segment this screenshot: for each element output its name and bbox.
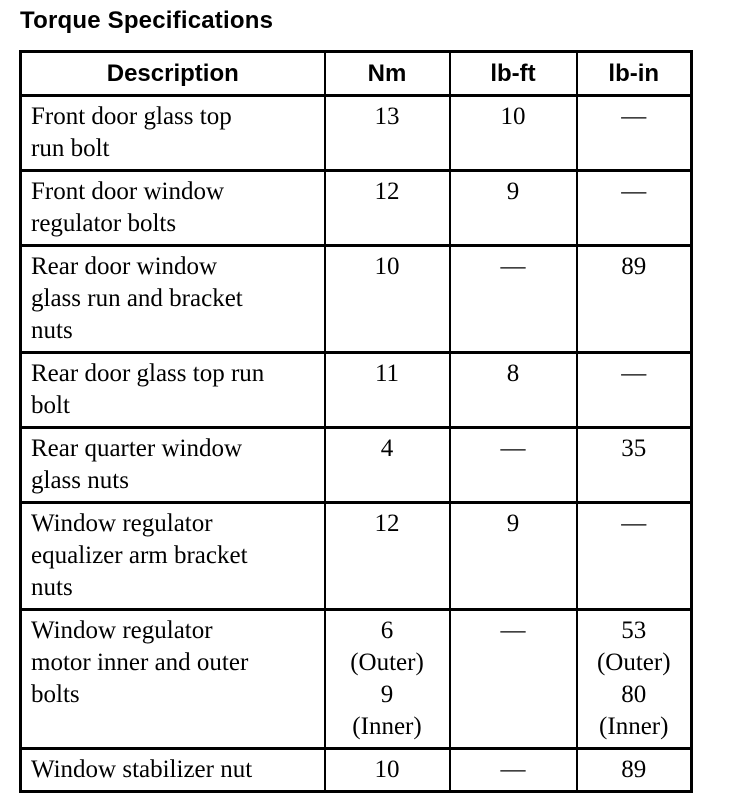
cell-lb-ft: — <box>448 426 578 504</box>
cell-lb-ft: — <box>448 244 578 354</box>
cell-description: Rear door window glass run and bracket n… <box>19 244 326 354</box>
cell-description: Front door window regulator bolts <box>19 169 326 247</box>
header-lb-in: lb-in <box>575 50 693 97</box>
cell-lb-in: — <box>575 94 693 172</box>
table-header-row: Description Nm lb-ft lb-in <box>19 50 693 97</box>
table-row: Rear door glass top run bolt 11 8 — <box>19 351 693 429</box>
cell-description: Rear quarter window glass nuts <box>19 426 326 504</box>
cell-description: Window regulator motor inner and outer b… <box>19 608 326 750</box>
table-row: Rear quarter window glass nuts 4 — 35 <box>19 426 693 504</box>
torque-specifications-table: Description Nm lb-ft lb-in Front door gl… <box>19 50 693 793</box>
cell-nm: 4 <box>323 426 451 504</box>
cell-nm: 11 <box>323 351 451 429</box>
cell-lb-in: — <box>575 169 693 247</box>
cell-nm: 12 <box>323 501 451 611</box>
cell-lb-ft: 9 <box>448 501 578 611</box>
header-nm: Nm <box>323 50 451 97</box>
cell-nm: 10 <box>323 747 451 793</box>
cell-nm: 10 <box>323 244 451 354</box>
cell-lb-in: — <box>575 351 693 429</box>
cell-lb-ft: — <box>448 747 578 793</box>
table-row: Window regulator motor inner and outer b… <box>19 608 693 750</box>
cell-lb-in: 89 <box>575 244 693 354</box>
cell-nm: 6 (Outer) 9 (Inner) <box>323 608 451 750</box>
cell-lb-ft: 10 <box>448 94 578 172</box>
page-title: Torque Specifications <box>20 7 274 34</box>
cell-lb-in: 53 (Outer) 80 (Inner) <box>575 608 693 750</box>
cell-lb-in: 89 <box>575 747 693 793</box>
cell-description: Front door glass top run bolt <box>19 94 326 172</box>
cell-description: Window regulator equalizer arm bracket n… <box>19 501 326 611</box>
table-row: Window stabilizer nut 10 — 89 <box>19 747 693 793</box>
cell-nm: 12 <box>323 169 451 247</box>
cell-lb-ft: 8 <box>448 351 578 429</box>
cell-lb-in: 35 <box>575 426 693 504</box>
header-description: Description <box>19 50 326 97</box>
table-row: Front door glass top run bolt 13 10 — <box>19 94 693 172</box>
table-row: Front door window regulator bolts 12 9 — <box>19 169 693 247</box>
table-row: Rear door window glass run and bracket n… <box>19 244 693 354</box>
cell-description: Rear door glass top run bolt <box>19 351 326 429</box>
header-lb-ft: lb-ft <box>448 50 578 97</box>
cell-lb-ft: — <box>448 608 578 750</box>
cell-nm: 13 <box>323 94 451 172</box>
cell-lb-in: — <box>575 501 693 611</box>
table-row: Window regulator equalizer arm bracket n… <box>19 501 693 611</box>
cell-lb-ft: 9 <box>448 169 578 247</box>
cell-description: Window stabilizer nut <box>19 747 326 793</box>
